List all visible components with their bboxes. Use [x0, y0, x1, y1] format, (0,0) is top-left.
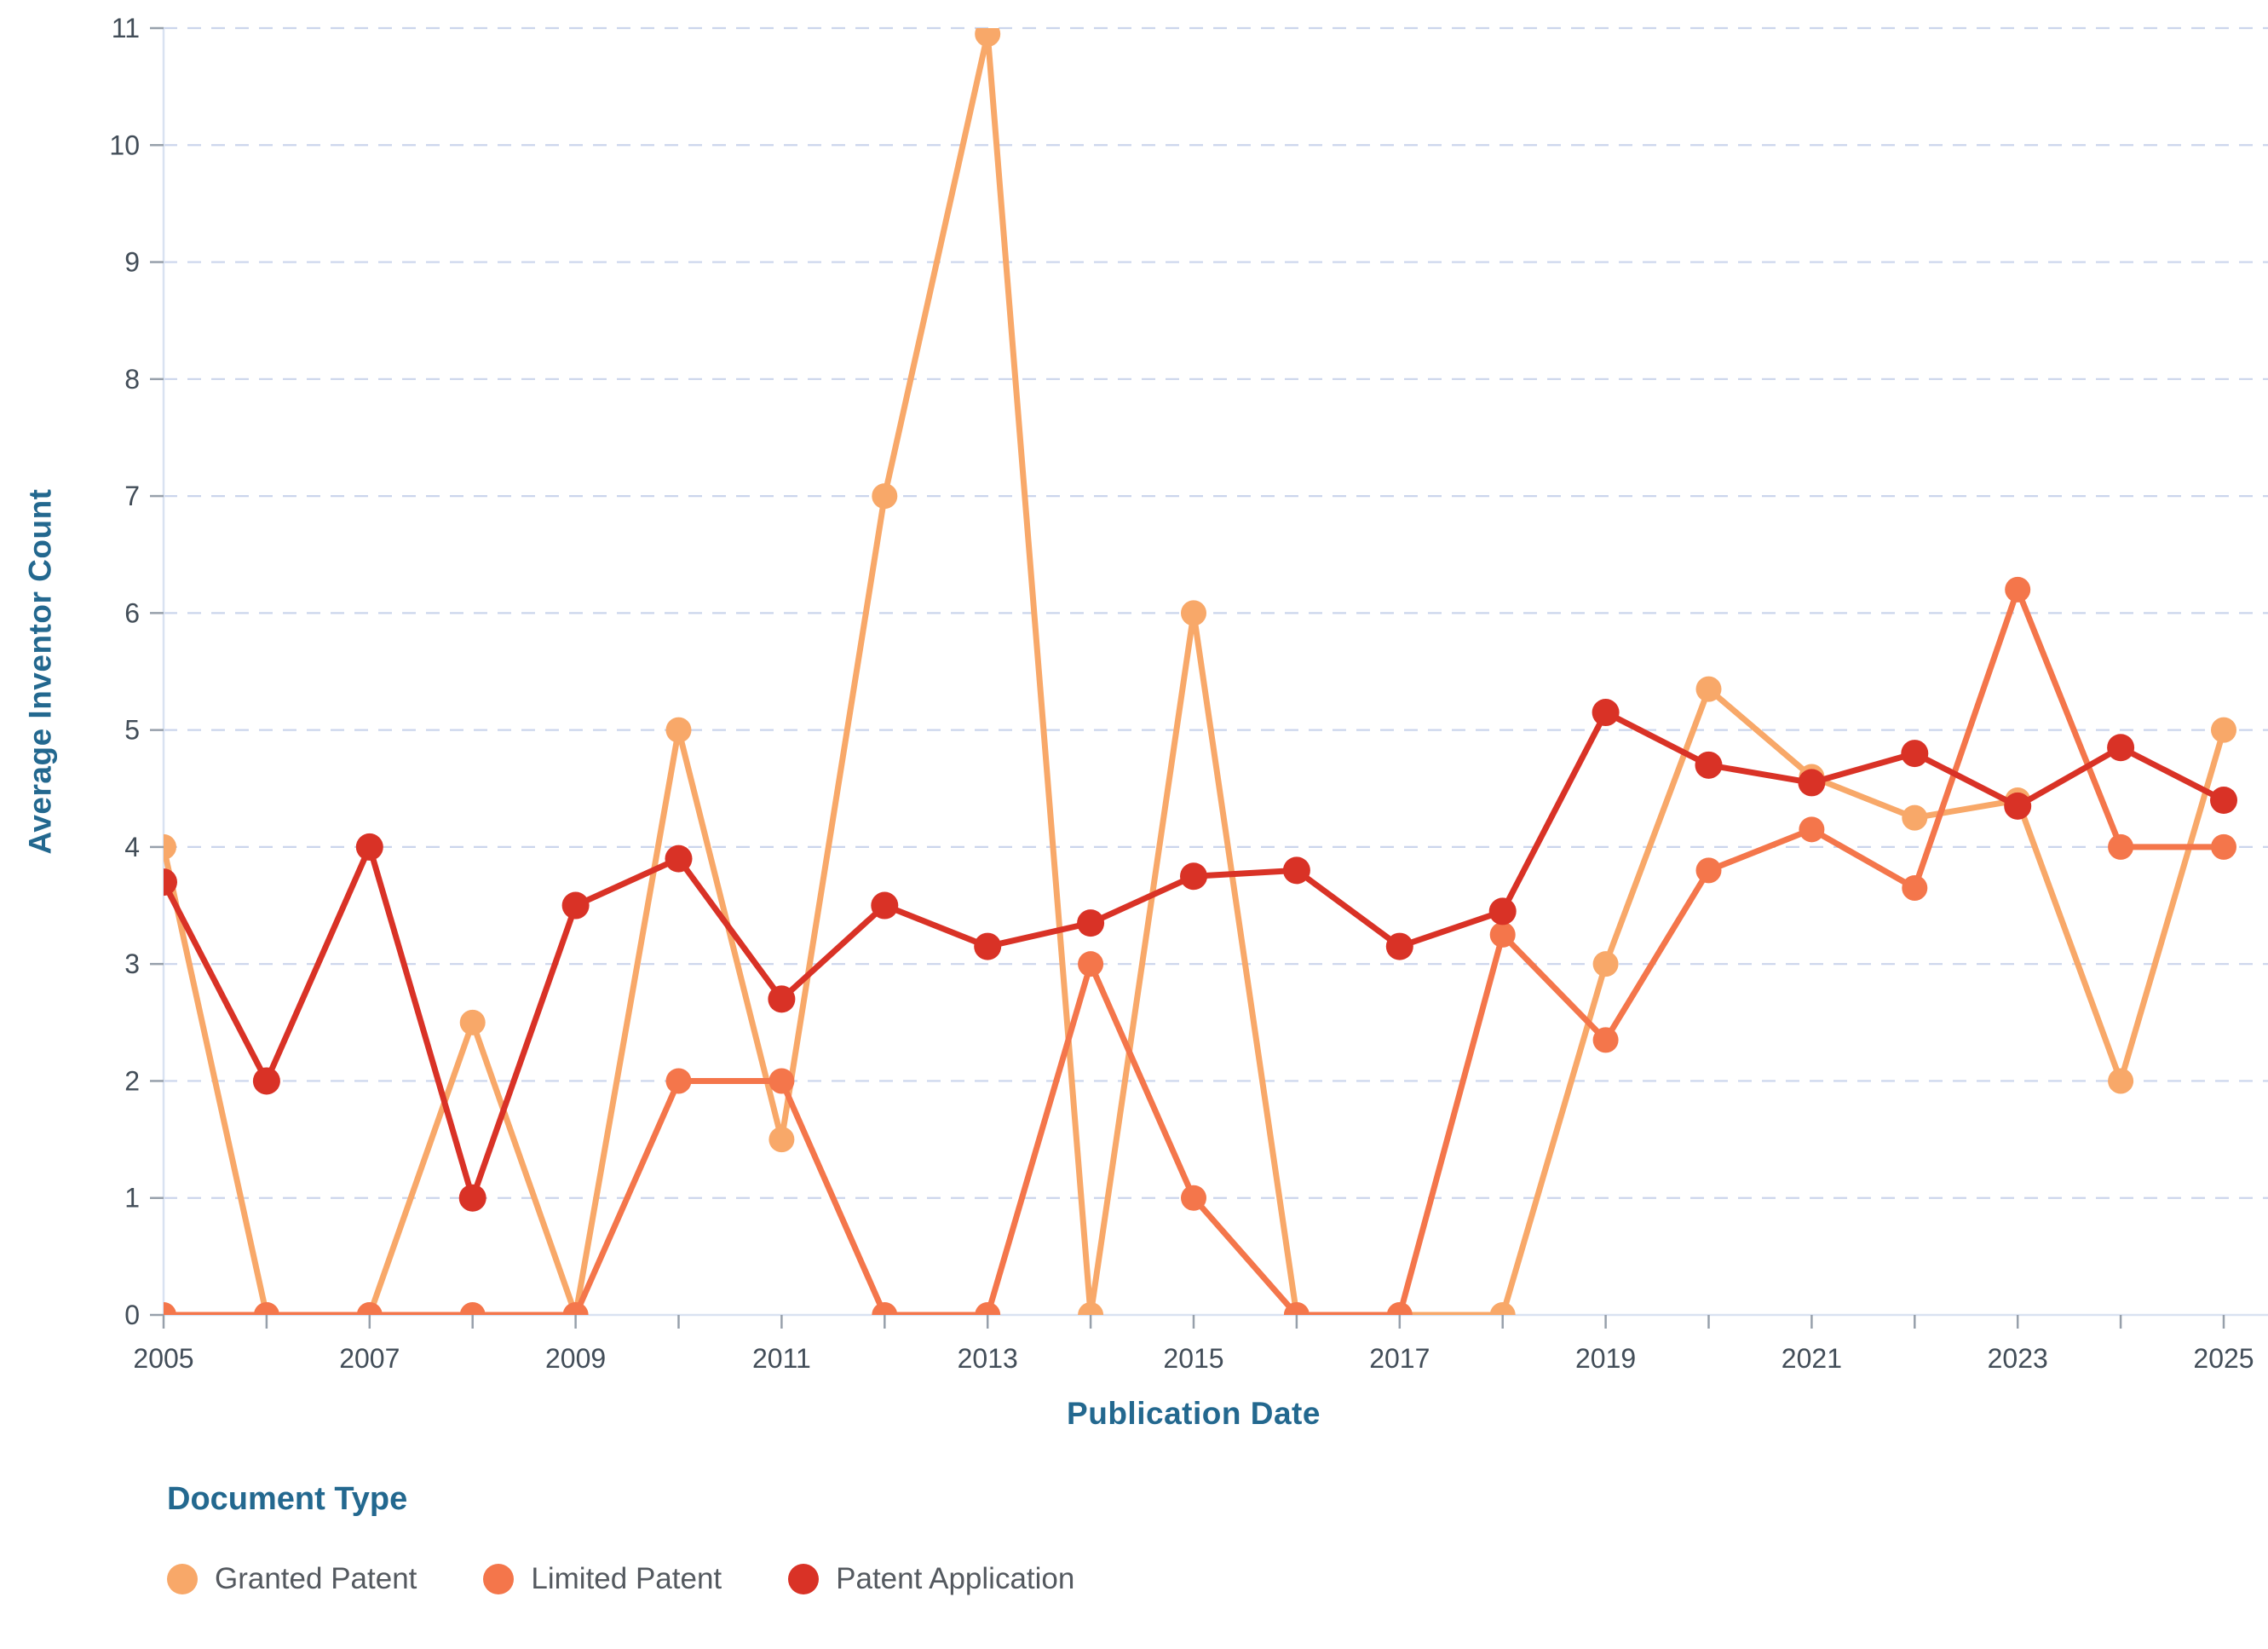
series-group: [150, 21, 2237, 1328]
data-point-granted-patent-2024[interactable]: [2108, 1068, 2134, 1094]
data-point-patent-application-2016[interactable]: [1282, 856, 1310, 885]
data-point-patent-application-2025[interactable]: [2210, 787, 2237, 814]
legend-item-label: Patent Application: [836, 1562, 1075, 1595]
data-point-limited-patent-2017[interactable]: [1386, 1302, 1413, 1328]
data-point-limited-patent-2013[interactable]: [975, 1302, 1001, 1328]
data-point-granted-patent-2015[interactable]: [1181, 600, 1206, 626]
data-point-limited-patent-2010[interactable]: [665, 1068, 692, 1094]
data-point-limited-patent-2023[interactable]: [2005, 576, 2031, 603]
data-point-patent-application-2019[interactable]: [1592, 699, 1620, 727]
legend: Document Type Granted Patent Limited Pat…: [167, 1481, 1074, 1596]
data-point-patent-application-2013[interactable]: [974, 932, 1002, 960]
x-tick-label: 2023: [1988, 1343, 2048, 1374]
y-tick-label: 8: [124, 364, 140, 395]
data-point-granted-patent-2010[interactable]: [665, 717, 692, 743]
data-point-granted-patent-2005[interactable]: [151, 833, 176, 860]
data-point-granted-patent-2008[interactable]: [459, 1009, 486, 1035]
legend-item-patent-application[interactable]: Patent Application: [788, 1562, 1074, 1596]
data-point-limited-patent-2012[interactable]: [872, 1302, 898, 1328]
y-tick-label: 11: [112, 13, 140, 43]
data-point-limited-patent-2006[interactable]: [253, 1302, 279, 1328]
data-point-limited-patent-2022[interactable]: [1902, 874, 1928, 901]
y-tick-label: 6: [124, 597, 140, 628]
data-point-patent-application-2005[interactable]: [150, 868, 177, 897]
data-point-patent-application-2015[interactable]: [1180, 862, 1207, 891]
patent-application-dot-icon: [788, 1564, 820, 1594]
x-axis-title: Publication Date: [1067, 1396, 1321, 1431]
x-tick-label: 2019: [1575, 1343, 1636, 1374]
data-point-patent-application-2020[interactable]: [1695, 751, 1723, 779]
legend-title: Document Type: [167, 1481, 408, 1517]
data-point-patent-application-2012[interactable]: [871, 891, 899, 920]
data-point-granted-patent-2013[interactable]: [975, 21, 1001, 47]
legend-item-limited-patent[interactable]: Limited Patent: [483, 1562, 722, 1596]
x-tick-label: 2013: [958, 1343, 1018, 1374]
data-point-granted-patent-2020[interactable]: [1695, 676, 1722, 702]
data-point-patent-application-2008[interactable]: [458, 1184, 486, 1212]
legend-item-granted-patent[interactable]: Granted Patent: [167, 1562, 417, 1596]
data-point-patent-application-2011[interactable]: [768, 985, 796, 1013]
granted-patent-dot-icon: [167, 1564, 198, 1594]
x-tick-label: 2021: [1782, 1343, 1842, 1374]
x-tick-label: 2009: [545, 1343, 606, 1374]
data-point-granted-patent-2019[interactable]: [1592, 951, 1619, 977]
legend-item-label: Limited Patent: [531, 1562, 722, 1595]
data-point-limited-patent-2015[interactable]: [1181, 1185, 1206, 1211]
data-point-limited-patent-2008[interactable]: [459, 1302, 486, 1328]
data-point-granted-patent-2018[interactable]: [1489, 1302, 1516, 1328]
data-point-limited-patent-2016[interactable]: [1283, 1302, 1310, 1328]
y-tick-label: 4: [124, 832, 140, 862]
data-point-limited-patent-2018[interactable]: [1489, 921, 1516, 948]
data-point-patent-application-2024[interactable]: [2107, 734, 2135, 762]
y-tick-label: 3: [124, 948, 140, 979]
data-point-patent-application-2021[interactable]: [1798, 769, 1826, 797]
data-point-patent-application-2009[interactable]: [561, 891, 590, 920]
x-tick-label: 2025: [2193, 1343, 2254, 1374]
series-line-granted-patent: [164, 31, 2227, 1315]
data-point-granted-patent-2022[interactable]: [1902, 804, 1928, 831]
data-point-patent-application-2023[interactable]: [2004, 792, 2032, 820]
data-point-granted-patent-2011[interactable]: [768, 1127, 795, 1153]
data-point-limited-patent-2024[interactable]: [2108, 833, 2134, 860]
y-tick-label: 5: [124, 715, 140, 746]
y-tick-label: 7: [124, 481, 140, 511]
data-point-limited-patent-2005[interactable]: [151, 1302, 176, 1328]
x-tick-label: 2005: [133, 1343, 193, 1374]
data-point-limited-patent-2020[interactable]: [1695, 857, 1722, 884]
x-tick-label: 2015: [1163, 1343, 1223, 1374]
data-point-patent-application-2010[interactable]: [665, 845, 693, 873]
data-point-patent-application-2006[interactable]: [252, 1067, 280, 1095]
data-point-patent-application-2022[interactable]: [1901, 740, 1929, 768]
data-point-patent-application-2017[interactable]: [1385, 932, 1413, 960]
data-point-limited-patent-2009[interactable]: [562, 1302, 589, 1328]
x-tick-label: 2007: [339, 1343, 400, 1374]
data-point-limited-patent-2007[interactable]: [356, 1302, 383, 1328]
data-point-granted-patent-2014[interactable]: [1078, 1302, 1104, 1328]
data-point-limited-patent-2011[interactable]: [768, 1068, 795, 1094]
data-point-granted-patent-2025[interactable]: [2211, 717, 2236, 743]
data-point-limited-patent-2025[interactable]: [2211, 833, 2236, 860]
y-tick-label: 10: [109, 130, 140, 160]
data-point-limited-patent-2014[interactable]: [1078, 951, 1104, 977]
legend-row: Granted Patent Limited Patent Patent App…: [167, 1562, 1074, 1596]
limited-patent-dot-icon: [483, 1564, 515, 1594]
data-point-granted-patent-2012[interactable]: [872, 483, 898, 510]
y-tick-label: 0: [124, 1300, 140, 1330]
y-tick-label: 9: [124, 247, 140, 278]
y-tick-label: 1: [124, 1183, 140, 1214]
x-tick-label: 2011: [752, 1343, 811, 1374]
y-tick-label: 2: [124, 1065, 140, 1096]
data-point-patent-application-2014[interactable]: [1077, 909, 1105, 937]
data-point-patent-application-2007[interactable]: [355, 833, 383, 861]
data-point-limited-patent-2021[interactable]: [1799, 816, 1825, 843]
data-point-patent-application-2018[interactable]: [1488, 897, 1517, 925]
series-line-patent-application: [164, 709, 2225, 1202]
legend-item-label: Granted Patent: [215, 1562, 417, 1595]
x-tick-label: 2017: [1369, 1343, 1430, 1374]
data-point-limited-patent-2019[interactable]: [1592, 1027, 1619, 1053]
